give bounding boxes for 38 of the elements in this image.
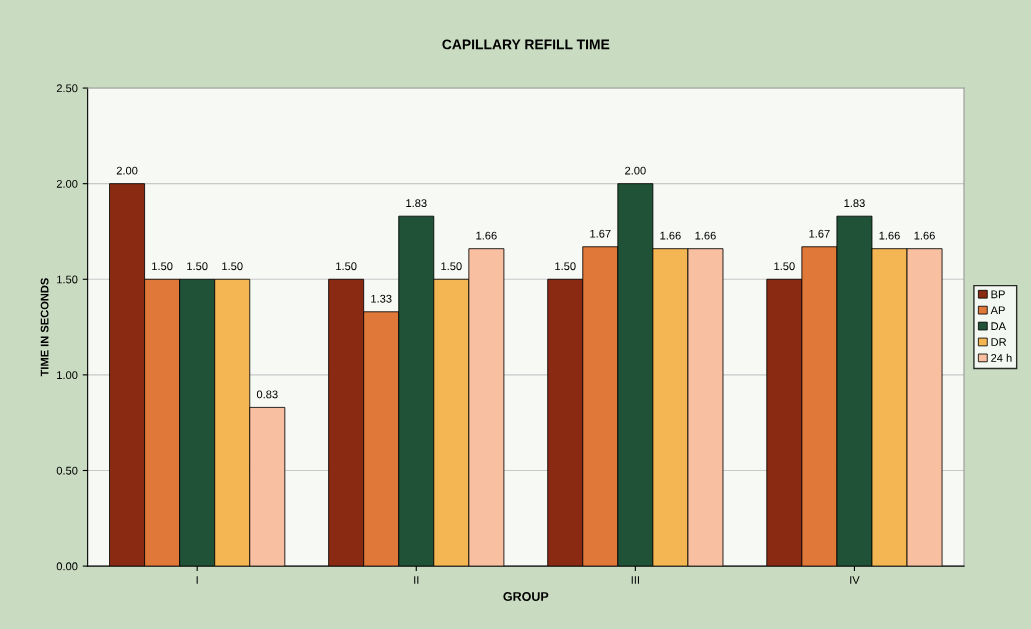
data-label: 1.50 <box>187 262 208 271</box>
y-axis-title: TIME IN SECONDS <box>40 278 49 377</box>
data-label: 1.50 <box>774 262 795 271</box>
data-label: 1.50 <box>222 262 243 271</box>
data-label: 1.66 <box>879 231 900 240</box>
data-label: 1.33 <box>371 294 392 303</box>
y-tick-label: 1.00 <box>57 371 78 380</box>
chart-title: CAPILLARY REFILL TIME <box>442 39 610 50</box>
data-label: 1.50 <box>336 262 357 271</box>
x-tick-label: II <box>414 576 419 584</box>
data-label: 1.50 <box>152 262 173 271</box>
y-tick-label: 2.00 <box>56 179 78 188</box>
data-label: 1.83 <box>844 199 865 208</box>
x-tick-label: I <box>196 576 198 584</box>
x-tick-label: IV <box>850 576 860 584</box>
y-tick-label: 0.00 <box>56 562 78 571</box>
data-label: 1.66 <box>476 231 497 240</box>
legend-label: DR <box>991 338 1007 346</box>
data-label: 2.00 <box>625 166 646 175</box>
data-label: 1.66 <box>695 231 716 240</box>
data-label: 1.67 <box>590 229 611 238</box>
legend-label: AP <box>990 306 1005 315</box>
x-axis-title: GROUP <box>503 592 549 601</box>
data-label: 1.83 <box>406 199 427 208</box>
data-label: 0.83 <box>256 390 278 399</box>
legend-label: BP <box>991 290 1005 299</box>
data-label: 1.66 <box>660 231 681 240</box>
y-tick-label: 1.50 <box>57 275 78 284</box>
data-label: 1.50 <box>555 262 576 271</box>
x-tick-label: III <box>631 576 639 584</box>
legend-label: 24 h <box>991 353 1012 362</box>
data-label: 1.66 <box>914 231 935 240</box>
legend-label: DA <box>991 322 1006 330</box>
data-label: 1.67 <box>809 229 830 238</box>
data-label: 1.50 <box>441 262 462 271</box>
y-tick-label: 2.50 <box>56 84 78 93</box>
y-tick-label: 0.50 <box>56 466 78 475</box>
data-label: 2.00 <box>116 166 138 175</box>
